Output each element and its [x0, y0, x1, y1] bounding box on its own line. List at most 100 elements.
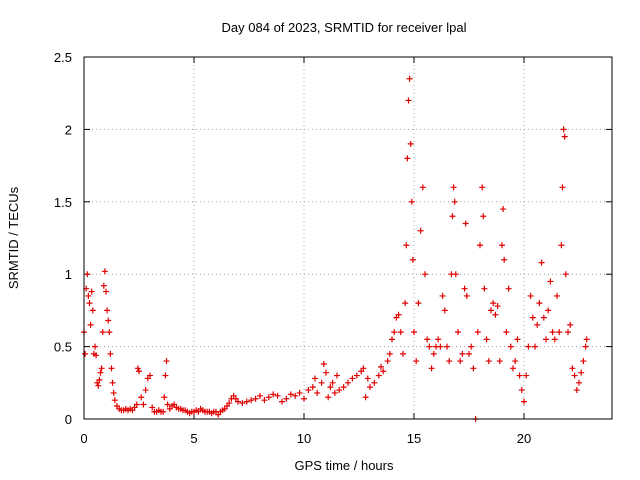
data-point [540, 314, 547, 321]
data-point [86, 300, 93, 307]
data-point [494, 303, 501, 310]
y-tick-label: 1 [65, 267, 72, 282]
data-point [488, 307, 494, 314]
data-points [81, 75, 590, 422]
x-tick-label: 15 [407, 431, 421, 446]
data-point [503, 329, 510, 336]
data-point [270, 391, 277, 398]
data-point [411, 329, 417, 336]
data-point [477, 242, 483, 249]
data-point [459, 350, 466, 357]
data-point [87, 321, 94, 328]
data-point [386, 350, 393, 357]
data-point [375, 372, 382, 379]
data-point [142, 387, 149, 394]
data-point [364, 375, 371, 382]
data-point [334, 372, 340, 379]
data-point [466, 350, 472, 357]
data-point [492, 311, 499, 318]
data-point [569, 365, 576, 372]
data-point [525, 343, 532, 350]
data-point [405, 97, 412, 104]
data-point [353, 372, 360, 379]
data-point [560, 126, 567, 133]
data-point [481, 285, 488, 292]
data-point [274, 392, 281, 399]
data-point [403, 242, 410, 249]
grid-layer [84, 57, 612, 419]
x-axis-label: GPS time / hours [295, 458, 394, 473]
y-tick-label: 1.5 [54, 195, 72, 210]
data-point [521, 398, 527, 405]
data-point [329, 379, 336, 386]
y-tick-label: 2.5 [54, 50, 72, 65]
data-point [136, 368, 142, 375]
data-point [323, 369, 329, 376]
data-point [534, 321, 541, 328]
data-point [160, 408, 167, 415]
x-tick-label: 20 [517, 431, 531, 446]
data-point [446, 358, 453, 365]
data-point [558, 242, 565, 249]
data-point [325, 394, 332, 401]
data-point [340, 384, 347, 391]
data-point [389, 336, 395, 343]
x-tick-label: 5 [190, 431, 197, 446]
data-point [415, 300, 422, 307]
data-point [106, 329, 113, 336]
data-point [318, 379, 325, 386]
data-point [483, 336, 490, 343]
data-point [532, 343, 538, 350]
data-point [562, 271, 569, 278]
data-point [320, 360, 327, 367]
data-point [449, 213, 456, 220]
data-point [452, 271, 459, 278]
data-point [461, 285, 468, 292]
data-point [457, 358, 464, 365]
data-point [510, 365, 516, 372]
data-point [89, 307, 96, 314]
data-point [402, 300, 409, 307]
data-point [292, 392, 299, 399]
data-point [422, 271, 428, 278]
data-point [161, 394, 168, 401]
data-point [576, 379, 582, 386]
data-point [97, 369, 104, 376]
data-point [561, 133, 568, 140]
data-point [583, 336, 590, 343]
data-point [397, 329, 404, 336]
data-point [496, 358, 503, 365]
data-point [485, 358, 492, 365]
data-point [312, 375, 318, 382]
data-point [462, 220, 469, 227]
data-point [163, 358, 170, 365]
data-point [92, 343, 98, 350]
data-point [140, 401, 147, 408]
data-point [529, 314, 536, 321]
data-point [287, 391, 294, 398]
data-point [349, 375, 356, 382]
data-point [428, 365, 435, 372]
data-point [512, 358, 519, 365]
data-point [439, 292, 446, 299]
data-point [362, 394, 369, 401]
data-point [523, 372, 530, 379]
y-tick-label: 0 [65, 412, 72, 427]
data-point [407, 140, 414, 147]
data-point [556, 329, 563, 336]
data-point [538, 259, 545, 266]
data-point [283, 395, 290, 402]
data-point [336, 387, 343, 394]
data-point [309, 384, 316, 391]
data-point [265, 394, 272, 401]
data-point [296, 389, 303, 396]
data-point [565, 329, 571, 336]
data-point [499, 242, 505, 249]
data-point [514, 336, 521, 343]
data-point [226, 400, 233, 407]
x-tick-label: 0 [80, 431, 87, 446]
data-point [96, 376, 103, 383]
data-point [327, 384, 334, 391]
data-point [367, 384, 373, 391]
